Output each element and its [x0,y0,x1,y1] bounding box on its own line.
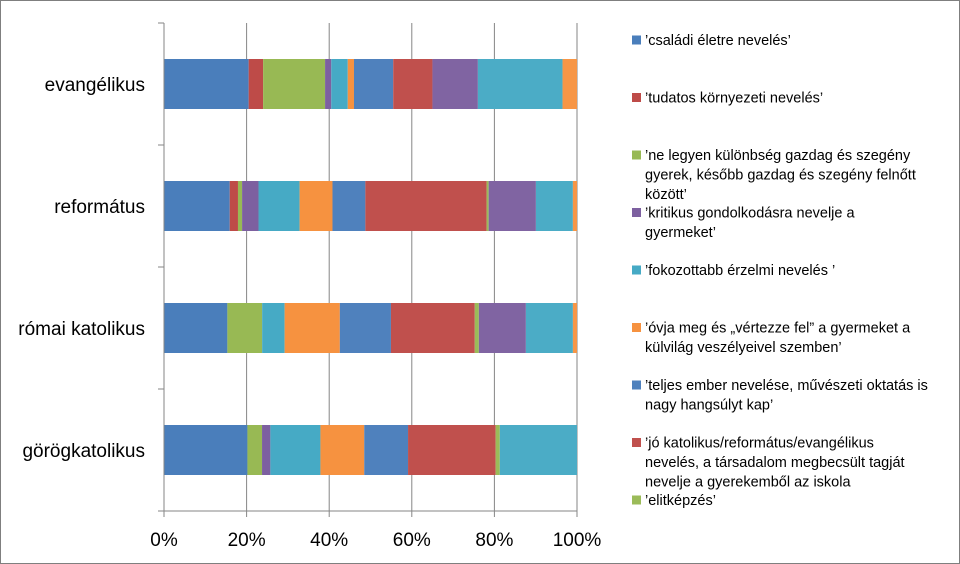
bar-segment [499,425,577,475]
legend-entry-text: gyerek, később gazdag és szegény felnőtt [645,168,916,184]
x-tick-label: 80% [475,530,513,551]
bar-segment [299,181,333,231]
bar-segment [572,303,577,353]
legend-entry-text: ’elitképzés’ [645,493,716,509]
bar-segment [229,181,238,231]
legend-entry-text: ’családi életre nevelés’ [645,33,791,49]
category-label: római katolikus [18,319,145,340]
bar-segment [347,59,354,109]
bar-segment [562,59,577,109]
legend-entry-text: ’fokozottabb érzelmi nevelés ’ [645,263,835,279]
bar-segment [486,181,489,231]
legend-entry-text: nevelés, a társadalom megbecsült tagját [645,455,905,471]
legend-swatch [632,438,641,447]
bar-segment [495,425,500,475]
legend-entry-text: gyermeket’ [645,225,716,241]
bar-segment [488,181,536,231]
legend-entry-text: ’ne legyen különbség gazdag és szegény [645,148,911,164]
bar-segment [284,303,340,353]
x-tick-label: 0% [150,530,178,551]
legend-entry-text: ’tudatos környezeti nevelés’ [645,91,823,107]
category-label: görögkatolikus [22,441,145,462]
legend-swatch [632,35,641,45]
bar-segment [320,425,365,475]
legend-swatch [632,150,641,160]
bar-segment [525,303,573,353]
bar-segment [248,59,264,109]
bar-segment [393,59,433,109]
bar-segment [408,425,496,475]
bar-segment [331,59,348,109]
legend-swatch [632,93,641,102]
legend-swatch [632,323,641,332]
bar-segment [353,59,394,109]
bar-segment [572,181,577,231]
bar-segment [164,303,228,353]
x-tick-label: 40% [310,530,348,551]
bar-segment [535,181,573,231]
bar-segment [258,181,300,231]
bar-segment [325,59,332,109]
bar-segment [242,181,259,231]
axis-layer [158,22,578,517]
bar-segment [227,303,263,353]
x-tick-label: 20% [228,530,266,551]
legend-entry-text: ’jó katolikus/református/evangélikus [645,436,874,452]
bar-segment [339,303,391,353]
legend-entry-text: nagy hangsúlyt kap’ [645,398,773,414]
bar-segment [237,181,243,231]
bar-segment [164,59,249,109]
x-tick-label: 100% [553,530,602,551]
legend: ’családi életre nevelés’ ’tudatos környez… [632,33,928,509]
bar-segment [432,59,478,109]
legend-entry-text: külvilág veszélyeivel szemben’ [645,340,842,356]
bar-segment [474,303,479,353]
bar-segment [478,303,526,353]
legend-entry-text: ’kritikus gondolkodásra nevelje a [645,206,855,222]
bar-segment [270,425,321,475]
legend-swatch [632,380,641,390]
legend-entry-text: ’teljes ember nevelése, művészeti oktatá… [645,378,928,394]
bar-segment [364,425,409,475]
bar-segment [164,425,248,475]
bar-segment [390,303,475,353]
legend-entry-text: ’óvja meg és „vértezze fel” a gyermeket … [645,321,911,337]
bar-segment [247,425,263,475]
bar-segment [263,59,326,109]
legend-swatch [632,265,641,275]
category-label: evangélikus [45,75,145,96]
bar-segment [477,59,563,109]
legend-entry-text: nevelje a gyerekemből az iskola [645,475,851,491]
legend-entry-text: között’ [645,187,687,203]
bars-layer [164,59,577,475]
legend-swatch [632,495,641,505]
bar-segment [365,181,487,231]
bar-segment [262,425,271,475]
category-label: református [54,197,145,218]
bar-segment [164,181,230,231]
bar-segment [332,181,366,231]
x-tick-label: 60% [393,530,431,551]
bar-segment [262,303,285,353]
labels-layer: 0% 20% 40% 60% 80% 100% evangélikus református r… [18,75,601,551]
legend-swatch [632,208,641,217]
